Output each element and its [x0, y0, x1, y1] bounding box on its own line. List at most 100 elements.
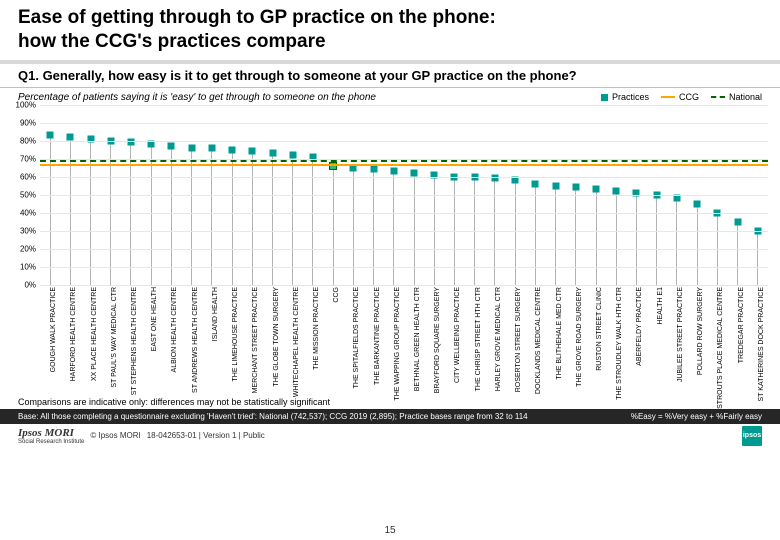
- comparison-note: Comparisons are indicative only: differe…: [0, 395, 780, 409]
- x-label-text: THE BLITHEHALE MED CTR: [556, 287, 563, 380]
- practice-marker: [613, 187, 620, 194]
- y-tick: 0%: [24, 280, 36, 289]
- x-label: HARFORD HEALTH CENTRE: [60, 287, 80, 395]
- x-label: XX PLACE HEALTH CENTRE: [80, 287, 100, 395]
- x-label-text: ST PAUL'S WAY MEDICAL CTR: [111, 287, 118, 388]
- grid-line: [40, 231, 768, 232]
- x-label-text: POLLARD ROW SURGERY: [697, 287, 704, 375]
- x-label: ISLAND HEALTH: [202, 287, 222, 395]
- stem: [414, 173, 415, 285]
- x-label: ABERFELDY PRACTICE: [626, 287, 646, 395]
- stem: [191, 148, 192, 285]
- x-label-text: EAST ONE HEALTH: [151, 287, 158, 351]
- x-label-text: ABERFELDY PRACTICE: [636, 287, 643, 366]
- grid-line: [40, 105, 768, 106]
- base-bar: Base: All those completing a questionnai…: [0, 409, 780, 424]
- x-label: MERCHANT STREET PRACTICE: [242, 287, 262, 395]
- practice-marker: [289, 151, 296, 158]
- x-label: THE BLITHEHALE MED CTR: [545, 287, 565, 395]
- x-label: HARLEY GROVE MEDICAL CTR: [485, 287, 505, 395]
- grid-line: [40, 267, 768, 268]
- stem: [252, 151, 253, 284]
- practice-marker: [370, 166, 377, 173]
- y-tick: 20%: [20, 244, 36, 253]
- x-label: THE GROVE ROAD SURGERY: [566, 287, 586, 395]
- y-tick: 70%: [20, 154, 36, 163]
- x-label-text: BETHNAL GREEN HEALTH CTR: [414, 287, 421, 391]
- x-label-text: ST STEPHENS HEALTH CENTRE: [131, 287, 138, 395]
- practice-marker: [67, 133, 74, 140]
- stem: [616, 191, 617, 285]
- stem: [636, 193, 637, 285]
- x-label-text: THE GROVE ROAD SURGERY: [576, 287, 583, 387]
- x-label: JUBILEE STREET PRACTICE: [667, 287, 687, 395]
- stem: [575, 187, 576, 284]
- stem: [232, 150, 233, 285]
- grid-line: [40, 177, 768, 178]
- grid-line: [40, 213, 768, 214]
- x-label-text: THE SPITALFIELDS PRACTICE: [353, 287, 360, 388]
- footer-left: Ipsos MORI Social Research Institute © I…: [18, 427, 265, 445]
- chart: 0%10%20%30%40%50%60%70%80%90%100%: [0, 105, 780, 285]
- stem: [292, 155, 293, 285]
- ipsos-logo-sub: Social Research Institute: [18, 439, 84, 445]
- x-label-text: THE MISSION PRACTICE: [313, 287, 320, 370]
- x-label: DOCKLANDS MEDICAL CENTRE: [525, 287, 545, 395]
- grid-line: [40, 141, 768, 142]
- x-label: THE BARKANTINE PRACTICE: [364, 287, 384, 395]
- x-label-text: THE BARKANTINE PRACTICE: [374, 287, 381, 385]
- practice-marker: [593, 186, 600, 193]
- x-label: WHITECHAPEL HEALTH CENTRE: [283, 287, 303, 395]
- x-label: ST STEPHENS HEALTH CENTRE: [121, 287, 141, 395]
- x-label-text: HEALTH E1: [657, 287, 664, 325]
- practice-marker: [734, 218, 741, 225]
- subhead-row: Percentage of patients saying it is 'eas…: [0, 88, 780, 105]
- x-label-text: WHITECHAPEL HEALTH CENTRE: [293, 287, 300, 397]
- practice-marker: [512, 177, 519, 184]
- x-label: THE CHRISP STREET HTH CTR: [465, 287, 485, 395]
- stem: [171, 146, 172, 285]
- x-label: ALBION HEALTH CENTRE: [161, 287, 181, 395]
- legend-national: National: [711, 92, 762, 102]
- swatch-practices: [601, 94, 608, 101]
- x-label: ROSERTON STREET SURGERY: [505, 287, 525, 395]
- x-label: THE WAPPING GROUP PRACTICE: [384, 287, 404, 395]
- practice-marker: [269, 150, 276, 157]
- practice-marker: [168, 142, 175, 149]
- legend-ccg: CCG: [661, 92, 699, 102]
- x-label-text: THE CHRISP STREET HTH CTR: [475, 287, 482, 391]
- practice-marker: [552, 182, 559, 189]
- footer: Ipsos MORI Social Research Institute © I…: [0, 424, 780, 450]
- question-text: Q1. Generally, how easy is it to get thr…: [0, 64, 780, 87]
- practice-marker: [229, 146, 236, 153]
- stem: [676, 198, 677, 284]
- ipsos-badge-icon: ipsos: [742, 426, 762, 446]
- x-label: BETHNAL GREEN HEALTH CTR: [404, 287, 424, 395]
- easy-definition: %Easy = %Very easy + %Fairly easy: [631, 412, 762, 421]
- stem: [596, 189, 597, 284]
- x-label-text: ST ANDREWS HEALTH CENTRE: [192, 287, 199, 393]
- x-axis-labels: GOUGH WALK PRACTICEHARFORD HEALTH CENTRE…: [0, 285, 780, 395]
- x-label-text: STROUTS PLACE MEDICAL CENTRE: [717, 287, 724, 409]
- x-label-text: ISLAND HEALTH: [212, 287, 219, 341]
- x-label: EAST ONE HEALTH: [141, 287, 161, 395]
- stem: [515, 180, 516, 284]
- ipsos-logo-text: Ipsos MORI: [18, 427, 74, 439]
- ipsos-logo: Ipsos MORI Social Research Institute: [18, 427, 84, 445]
- page-title: Ease of getting through to GP practice o…: [18, 6, 762, 54]
- x-label: BRAYFORD SQUARE SURGERY: [424, 287, 444, 395]
- practice-marker: [673, 195, 680, 202]
- y-tick: 80%: [20, 136, 36, 145]
- x-label-text: CCG: [333, 287, 340, 303]
- x-label: CCG: [323, 287, 343, 395]
- x-label: CITY WELLBEING PRACTICE: [444, 287, 464, 395]
- y-tick: 10%: [20, 262, 36, 271]
- practice-marker: [249, 148, 256, 155]
- x-label-text: CITY WELLBEING PRACTICE: [454, 287, 461, 383]
- stem: [656, 195, 657, 285]
- x-label: THE MISSION PRACTICE: [303, 287, 323, 395]
- x-label: THE GLOBE TOWN SURGERY: [262, 287, 282, 395]
- stem: [697, 204, 698, 285]
- stem: [757, 231, 758, 285]
- x-label: ST ANDREWS HEALTH CENTRE: [182, 287, 202, 395]
